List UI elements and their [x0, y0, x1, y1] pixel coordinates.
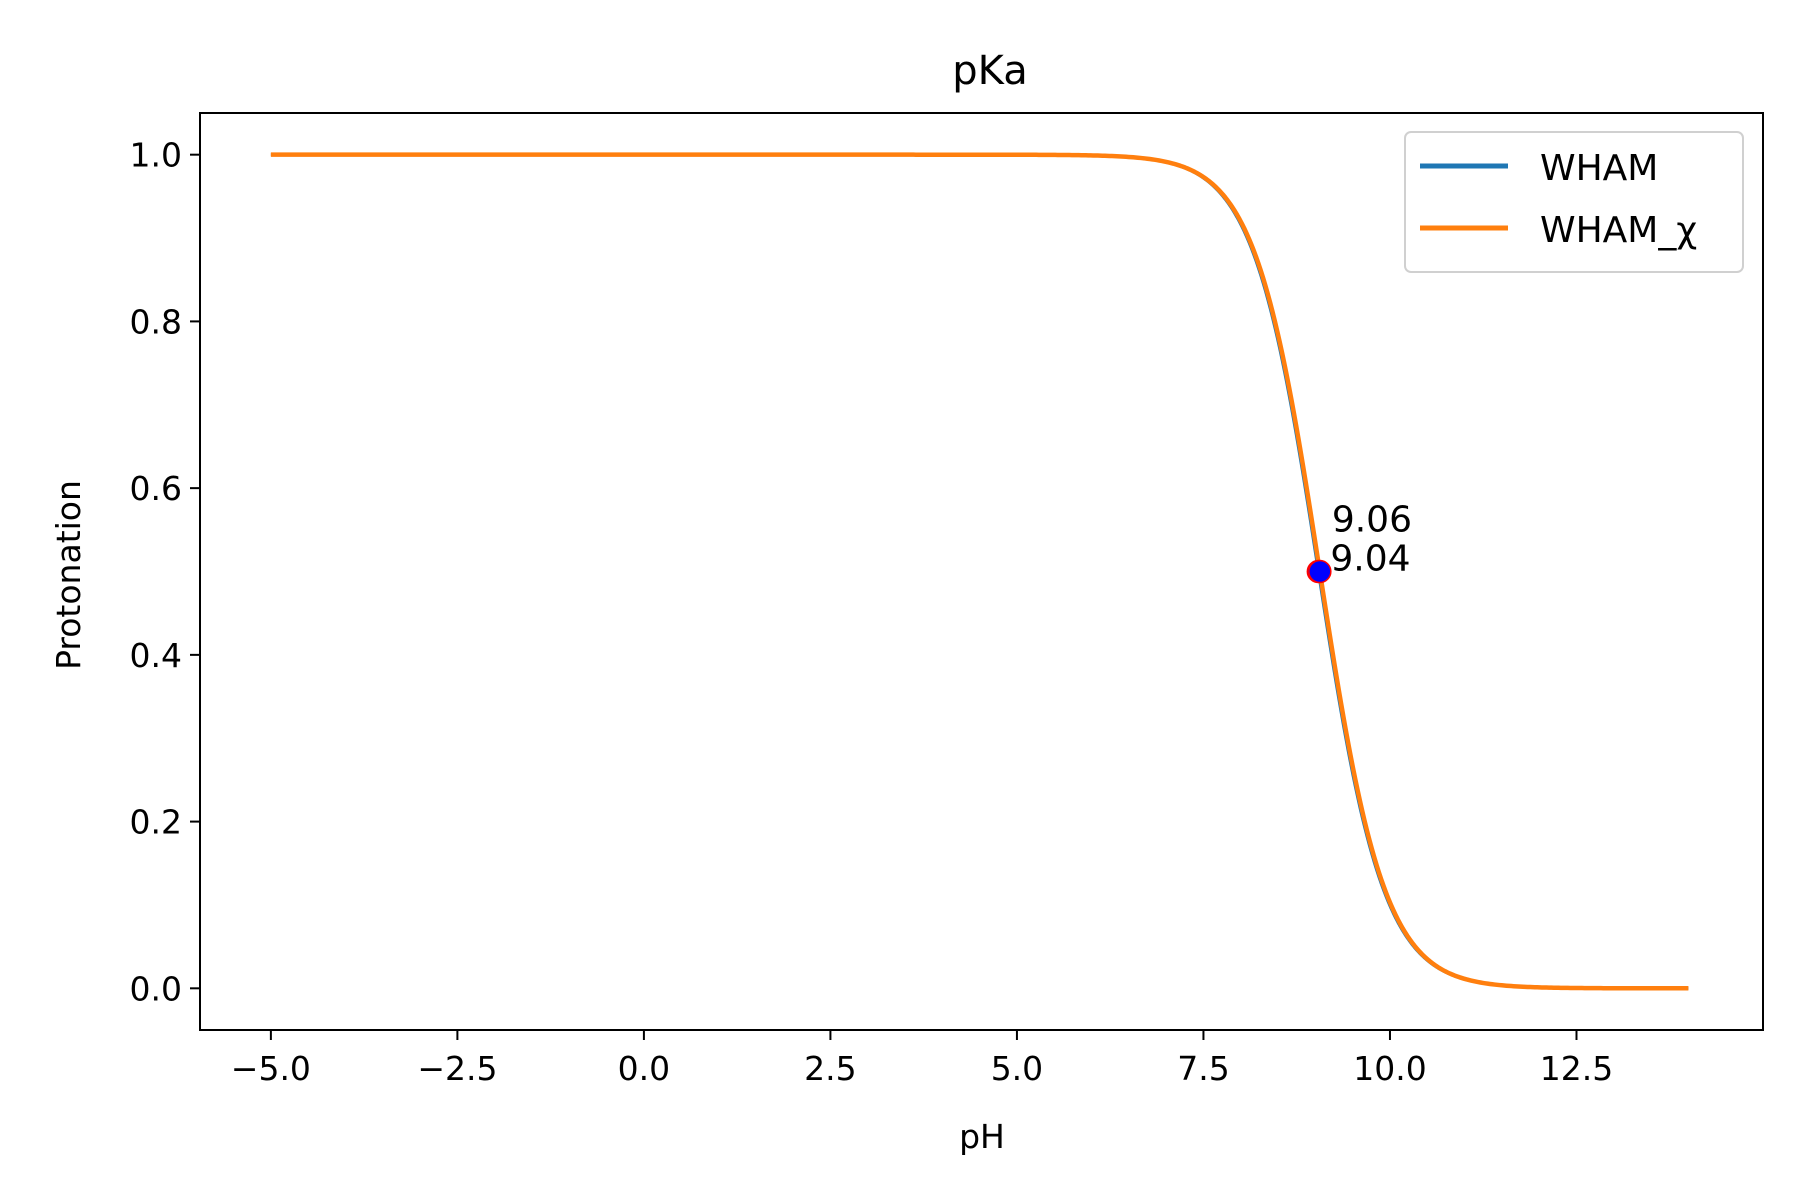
x-tick-label: −5.0: [231, 1049, 311, 1088]
legend-label-wham: WHAM: [1540, 148, 1658, 189]
y-tick-label: 0.8: [130, 302, 182, 341]
x-axis-label: pH: [959, 1117, 1005, 1156]
y-tick-label: 0.6: [130, 469, 182, 508]
legend-label-wham-chi: WHAM_χ: [1540, 210, 1697, 251]
x-tick-label: 0.0: [618, 1049, 670, 1088]
y-axis: 0.0 0.2 0.4 0.6 0.8 1.0: [130, 136, 200, 1008]
pka-annotation: 9.06: [1332, 500, 1412, 541]
x-tick-label: 2.5: [804, 1049, 856, 1088]
pka-annotation: 9.04: [1330, 539, 1410, 580]
chart-title: pKa: [952, 48, 1027, 94]
x-axis: −5.0 −2.5 0.0 2.5 5.0 7.5 10.0 12.5: [231, 1030, 1613, 1088]
x-tick-label: −2.5: [417, 1049, 497, 1088]
x-tick-label: 12.5: [1540, 1049, 1613, 1088]
y-tick-label: 0.2: [130, 803, 182, 842]
x-tick-label: 10.0: [1353, 1049, 1426, 1088]
y-tick-label: 0.0: [130, 969, 182, 1008]
pka-marker: [1308, 559, 1332, 584]
series-lines: [270, 152, 1689, 991]
y-tick-label: 0.4: [130, 636, 182, 675]
y-axis-label: Protonation: [49, 480, 88, 670]
plot-frame: [199, 112, 1764, 1031]
pka-markers: 9.049.06: [1306, 500, 1412, 584]
y-tick-label: 1.0: [130, 136, 182, 175]
x-tick-label: 5.0: [991, 1049, 1043, 1088]
legend: WHAM WHAM_χ: [1404, 131, 1744, 273]
x-tick-label: 7.5: [1177, 1049, 1229, 1088]
series-line-wham-chi: [270, 152, 1689, 991]
